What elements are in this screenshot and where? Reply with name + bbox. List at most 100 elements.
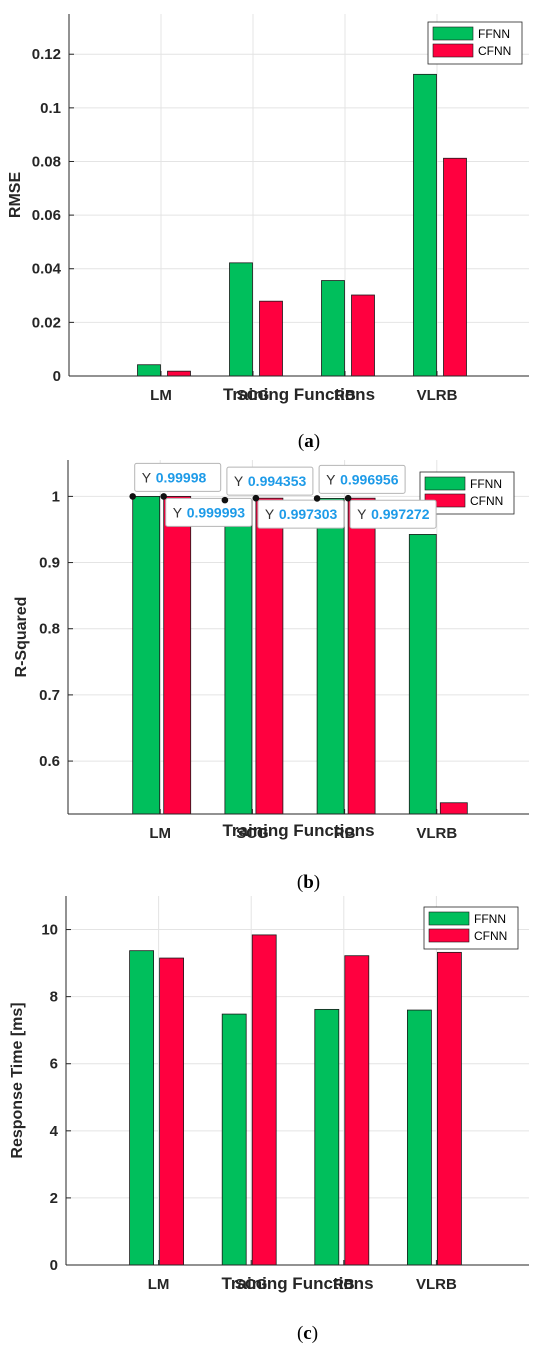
y-axis-title: RMSE [7,172,24,219]
legend: FFNN CFNN [427,21,523,65]
datatip-box [226,466,314,496]
bar-ffnn-rb [321,280,345,377]
y-tick-label: 0.6 [39,753,60,770]
x-tick-label: LM [148,1276,170,1293]
x-tick-label: RB [334,825,356,842]
bar-ffnn-scg [229,262,253,377]
y-tick-label: 8 [50,989,58,1006]
legend-swatch-cfnn [428,928,470,943]
legend-label-cfnn: CFNN [474,929,507,943]
bar-ffnn-vlrb [413,73,437,377]
datatip-prefix: Y [357,506,367,522]
bar-cfnn-vlrb [443,157,467,377]
y-tick-label: 0.08 [32,153,61,170]
legend: FFNN CFNN [419,471,515,515]
datatip-marker [313,495,321,502]
datatip-value: 0.997272 [371,506,430,522]
datatip-marker [344,494,352,502]
bar-cfnn-rb [344,955,370,1266]
x-tick-label: LM [150,387,172,404]
datatip: Y 0.99998 [129,462,222,500]
x-axis-title: Training Functions [222,821,374,840]
datatip-value: 0.997303 [279,506,338,522]
chart-panel-b: 0.6 0.7 0.8 0.9 1 LM SCG RB VLRB Training Functio… [13,460,529,893]
caption-open: ( [297,1323,303,1344]
datatip: Y 0.997272 [344,494,437,529]
datatip-marker [129,493,136,500]
caption-letter: c [303,1323,311,1344]
datatip: Y 0.996956 [313,464,406,502]
bar-ffnn-lm [132,496,161,815]
y-tick-label: 0.8 [39,621,60,638]
bar-ffnn-scg [224,499,253,815]
y-tick-label: 0.12 [32,46,61,63]
bar-cfnn-scg [251,934,277,1266]
bar-cfnn-scg [255,497,284,815]
y-tick-label: 4 [50,1123,59,1140]
caption: (c) [297,1323,318,1344]
legend-label-ffnn: FFNN [478,27,510,41]
legend-swatch-ffnn [428,911,470,926]
caption-open: ( [298,431,304,452]
datatip: Y 0.994353 [221,466,314,504]
y-tick-label: 0.9 [39,555,60,572]
bar-cfnn-vlrb [439,802,468,815]
datatip-box [349,499,437,529]
datatip-value: 0.994353 [248,473,307,489]
bar-ffnn-rb [314,1008,340,1266]
bar-ffnn-scg [221,1013,247,1266]
bar-cfnn-lm [159,957,185,1266]
datatip-value: 0.996956 [340,471,399,487]
x-tick-label: RB [333,1276,355,1293]
x-axis-title: Training Functions [223,385,375,404]
datatip-marker [221,496,229,504]
y-tick-label: 0.04 [32,261,62,278]
legend-swatch-ffnn [432,26,474,41]
y-tick-label: 6 [50,1056,58,1073]
datatip-prefix: Y [265,506,275,522]
bar-ffnn-lm [137,364,161,377]
bar-cfnn-vlrb [436,951,462,1266]
bar-ffnn-vlrb [408,534,437,815]
caption-close: ) [312,1323,318,1344]
legend-swatch-ffnn [424,476,466,491]
bar-cfnn-rb [347,497,376,815]
legend-swatch-cfnn [432,43,474,58]
datatip-marker [252,494,260,502]
x-tick-label: VLRB [416,1276,457,1293]
x-tick-label: VLRB [416,825,457,842]
bar-cfnn-lm [167,370,191,377]
chart-panel-c: 0 2 4 6 8 10 LM SCG RB VLRB Training Functions Resp… [9,896,529,1344]
datatip-box [134,462,222,492]
x-tick-label: SCG [236,825,269,842]
datatip-marker [160,493,167,500]
bar-cfnn-lm [163,495,192,815]
y-tick-label: 0 [53,368,61,385]
legend-label-cfnn: CFNN [470,494,503,508]
y-tick-label: 0.06 [32,207,61,224]
x-tick-label: SCG [237,387,270,404]
y-tick-label: 0 [50,1257,58,1274]
datatip-prefix: Y [234,473,244,489]
chart-panel-a: 0 0.02 0.04 0.06 0.08 0.1 0.12 LM SCG RB VLRB Train… [7,14,529,452]
bar-ffnn-rb [316,498,345,815]
x-tick-label: RB [334,387,356,404]
datatip: Y 0.997303 [252,494,345,529]
x-axis-title: Training Functions [221,1274,373,1293]
bar-cfnn-rb [351,294,375,377]
y-tick-label: 0.7 [39,687,60,704]
caption-open: ( [297,872,303,893]
caption-letter: b [303,872,314,893]
caption-letter: a [304,431,314,452]
datatip: Y 0.999993 [160,493,253,527]
legend: FFNN CFNN [423,906,519,950]
datatip-prefix: Y [326,471,336,487]
bar-ffnn-vlrb [406,1009,432,1266]
datatip-box [165,497,253,527]
datatip-box [318,464,406,494]
caption-close: ) [314,431,320,452]
legend-label-ffnn: FFNN [470,477,502,491]
y-tick-label: 10 [41,922,58,939]
datatip-prefix: Y [142,469,152,485]
